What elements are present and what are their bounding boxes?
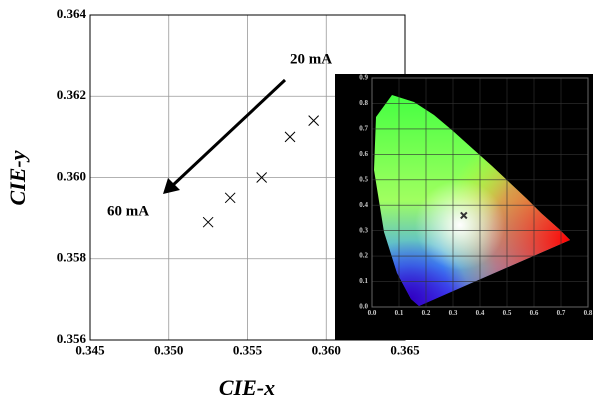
- y-axis-label: CIE-y: [5, 150, 30, 205]
- point: [284, 131, 296, 143]
- annotation: 20 mA: [290, 51, 332, 67]
- point: [256, 172, 268, 183]
- y-tick-label: 0.360: [57, 168, 86, 183]
- y-tick-label: 0.7: [359, 124, 368, 132]
- x-tick-label: 0.1: [395, 309, 404, 317]
- point: [202, 216, 214, 228]
- x-tick-label: 0.4: [476, 309, 485, 317]
- y-tick-label: 0.358: [57, 250, 87, 265]
- x-tick-label: 0.6: [530, 309, 539, 317]
- y-tick-label: 0.356: [57, 331, 87, 346]
- x-tick-label: 0.2: [422, 309, 431, 317]
- annotation: 60 mA: [107, 203, 149, 219]
- y-tick-label: 0.8: [359, 99, 368, 107]
- y-tick-label: 0.5: [359, 175, 368, 183]
- inset-chart: 0.0 0.1 0.2 0.3 0.4 0.5 0.6 0.7 0.8 0.0 0.1 0.2 0.3 0…: [335, 74, 593, 340]
- arrow-head: [163, 178, 180, 194]
- y-tick-label: 0.3: [359, 226, 368, 234]
- y-tick-label: 0.9: [359, 74, 368, 82]
- y-tick-label: 0.6: [359, 150, 368, 158]
- y-tick-label: 0.364: [57, 6, 87, 21]
- x-tick-label: 0.5: [503, 309, 512, 317]
- y-tick-label: 0.0: [359, 303, 368, 311]
- x-tick-label: 0.7: [557, 309, 566, 317]
- x-tick-label: 0.8: [584, 309, 593, 317]
- x-tick-label: 0.360: [312, 343, 341, 358]
- x-tick-label: 0.365: [390, 343, 420, 358]
- plot-frame: [371, 77, 589, 308]
- y-tick-label: 0.1: [359, 277, 368, 285]
- y-tick-label: 0.2: [359, 252, 368, 260]
- x-tick-label: 0.350: [154, 343, 183, 358]
- x-tick-label: 0.355: [233, 343, 263, 358]
- arrow: [170, 78, 287, 188]
- point: [460, 211, 468, 220]
- x-tick-label: 0.345: [75, 343, 105, 358]
- y-tick-label: 0.362: [57, 87, 86, 102]
- y-tick-label: 0.4: [359, 201, 368, 209]
- point: [224, 192, 236, 204]
- x-axis-label: CIE-x: [219, 375, 275, 400]
- x-tick-label: 0.0: [368, 309, 377, 317]
- point: [308, 115, 320, 126]
- x-tick-label: 0.3: [449, 309, 458, 317]
